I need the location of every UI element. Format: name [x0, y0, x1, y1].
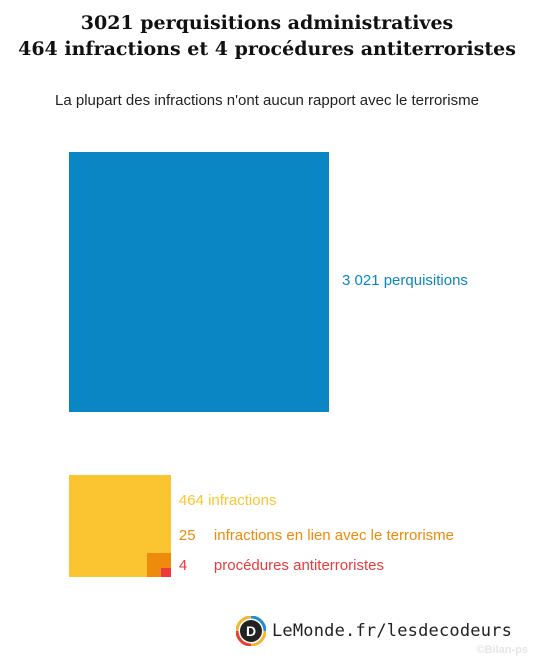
watermark: ©Bilan-ps [476, 644, 529, 656]
text-procedures-antiterroristes: procédures antiterroristes [213, 557, 384, 574]
label-perquisitions: 3 021 perquisitions [342, 272, 468, 289]
footer-brand: D LeMonde.fr/lesdecodeurs [236, 616, 512, 646]
chart-title-line1: 3021 perquisitions administratives [80, 12, 454, 34]
text-infractions-terrorisme: infractions en lien avec le terrorisme [213, 527, 454, 544]
decodeurs-logo-icon: D [236, 616, 266, 646]
value-procedures-antiterroristes: 4 [178, 557, 188, 574]
label-infractions-terrorisme: 25 infractions en lien avec le terrorisme [179, 527, 454, 544]
value-infractions-terrorisme: 25 [178, 527, 196, 544]
chart-subtitle: La plupart des infractions n'ont aucun r… [55, 92, 479, 109]
chart-title-line2: 464 infractions et 4 procédures antiterr… [18, 38, 516, 60]
square-procedures-antiterroristes [161, 567, 171, 577]
label-infractions: 464 infractions [178, 492, 277, 509]
svg-text:D: D [246, 623, 256, 639]
square-perquisitions [69, 152, 329, 412]
footer-text: LeMonde.fr/lesdecodeurs [272, 621, 513, 641]
label-procedures-antiterroristes: 4 procédures antiterroristes [179, 557, 384, 574]
